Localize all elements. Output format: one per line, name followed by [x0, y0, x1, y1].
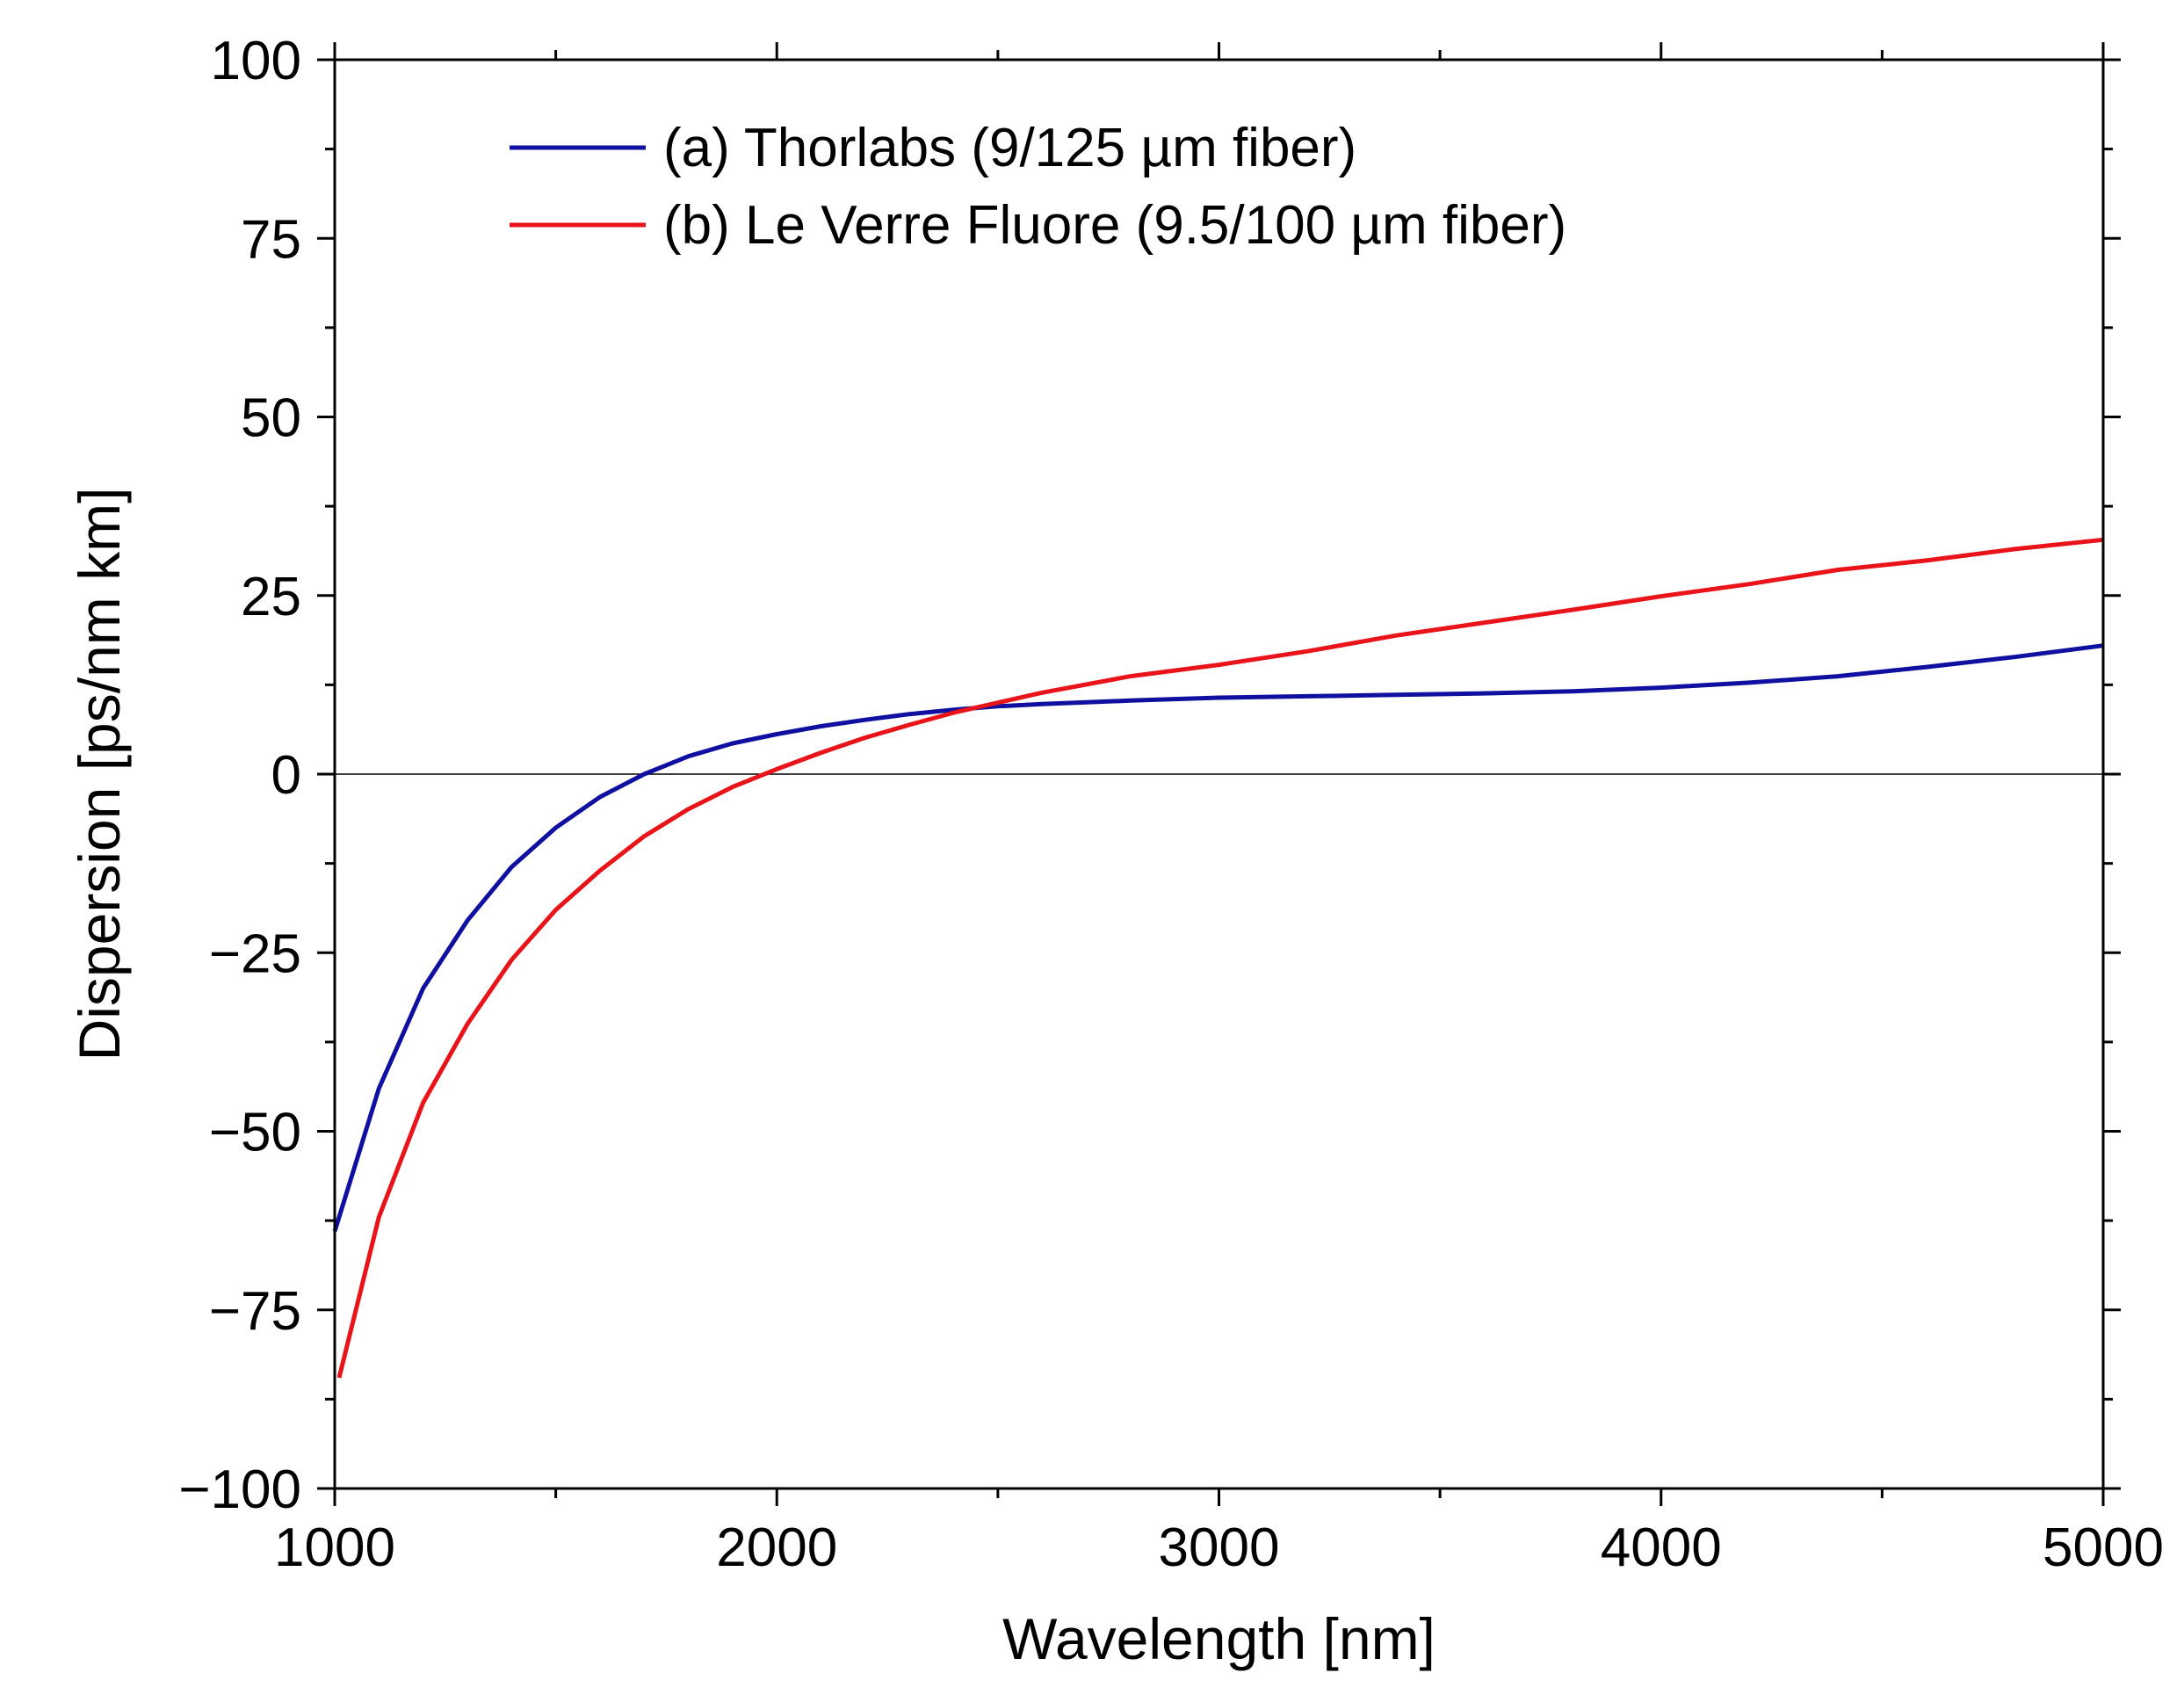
y-tick-label: −25 — [209, 923, 301, 984]
y-tick-label: −100 — [178, 1459, 301, 1520]
series-layer — [332, 537, 2104, 1379]
x-tick-label: 5000 — [2043, 1517, 2164, 1578]
y-axis-title: Dispersion [ps/nm km] — [67, 488, 132, 1061]
x-tick-label: 1000 — [274, 1517, 395, 1578]
y-tick-label: 75 — [241, 209, 301, 270]
x-tick-label: 2000 — [716, 1517, 837, 1578]
x-tick-label: 3000 — [1159, 1517, 1280, 1578]
y-tick-label: 25 — [241, 567, 301, 627]
y-tick-label: 0 — [271, 745, 301, 806]
series-line-thorlabs — [332, 643, 2104, 1233]
y-tick-label: 50 — [241, 388, 301, 449]
tick-labels-layer: 1000 2000 3000 4000 5000 100 75 50 25 0 −25 −50 −75 −… — [178, 31, 2164, 1578]
x-axis-title: Wavelength [nm] — [1002, 1606, 1436, 1671]
legend-label: (b) Le Verre Fluore (9.5/100 µm fiber) — [663, 195, 1566, 256]
series-line-le-verre-fluore — [336, 537, 2104, 1379]
y-tick-label: 100 — [211, 31, 301, 91]
y-tick-label: −75 — [209, 1281, 301, 1342]
legend-label: (a) Thorlabs (9/125 µm fiber) — [663, 118, 1356, 178]
legend: (a) Thorlabs (9/125 µm fiber) (b) Le Verr… — [510, 118, 1566, 256]
ticks-layer — [317, 42, 2121, 1506]
x-tick-label: 4000 — [1601, 1517, 1722, 1578]
y-tick-label: −50 — [209, 1103, 301, 1163]
